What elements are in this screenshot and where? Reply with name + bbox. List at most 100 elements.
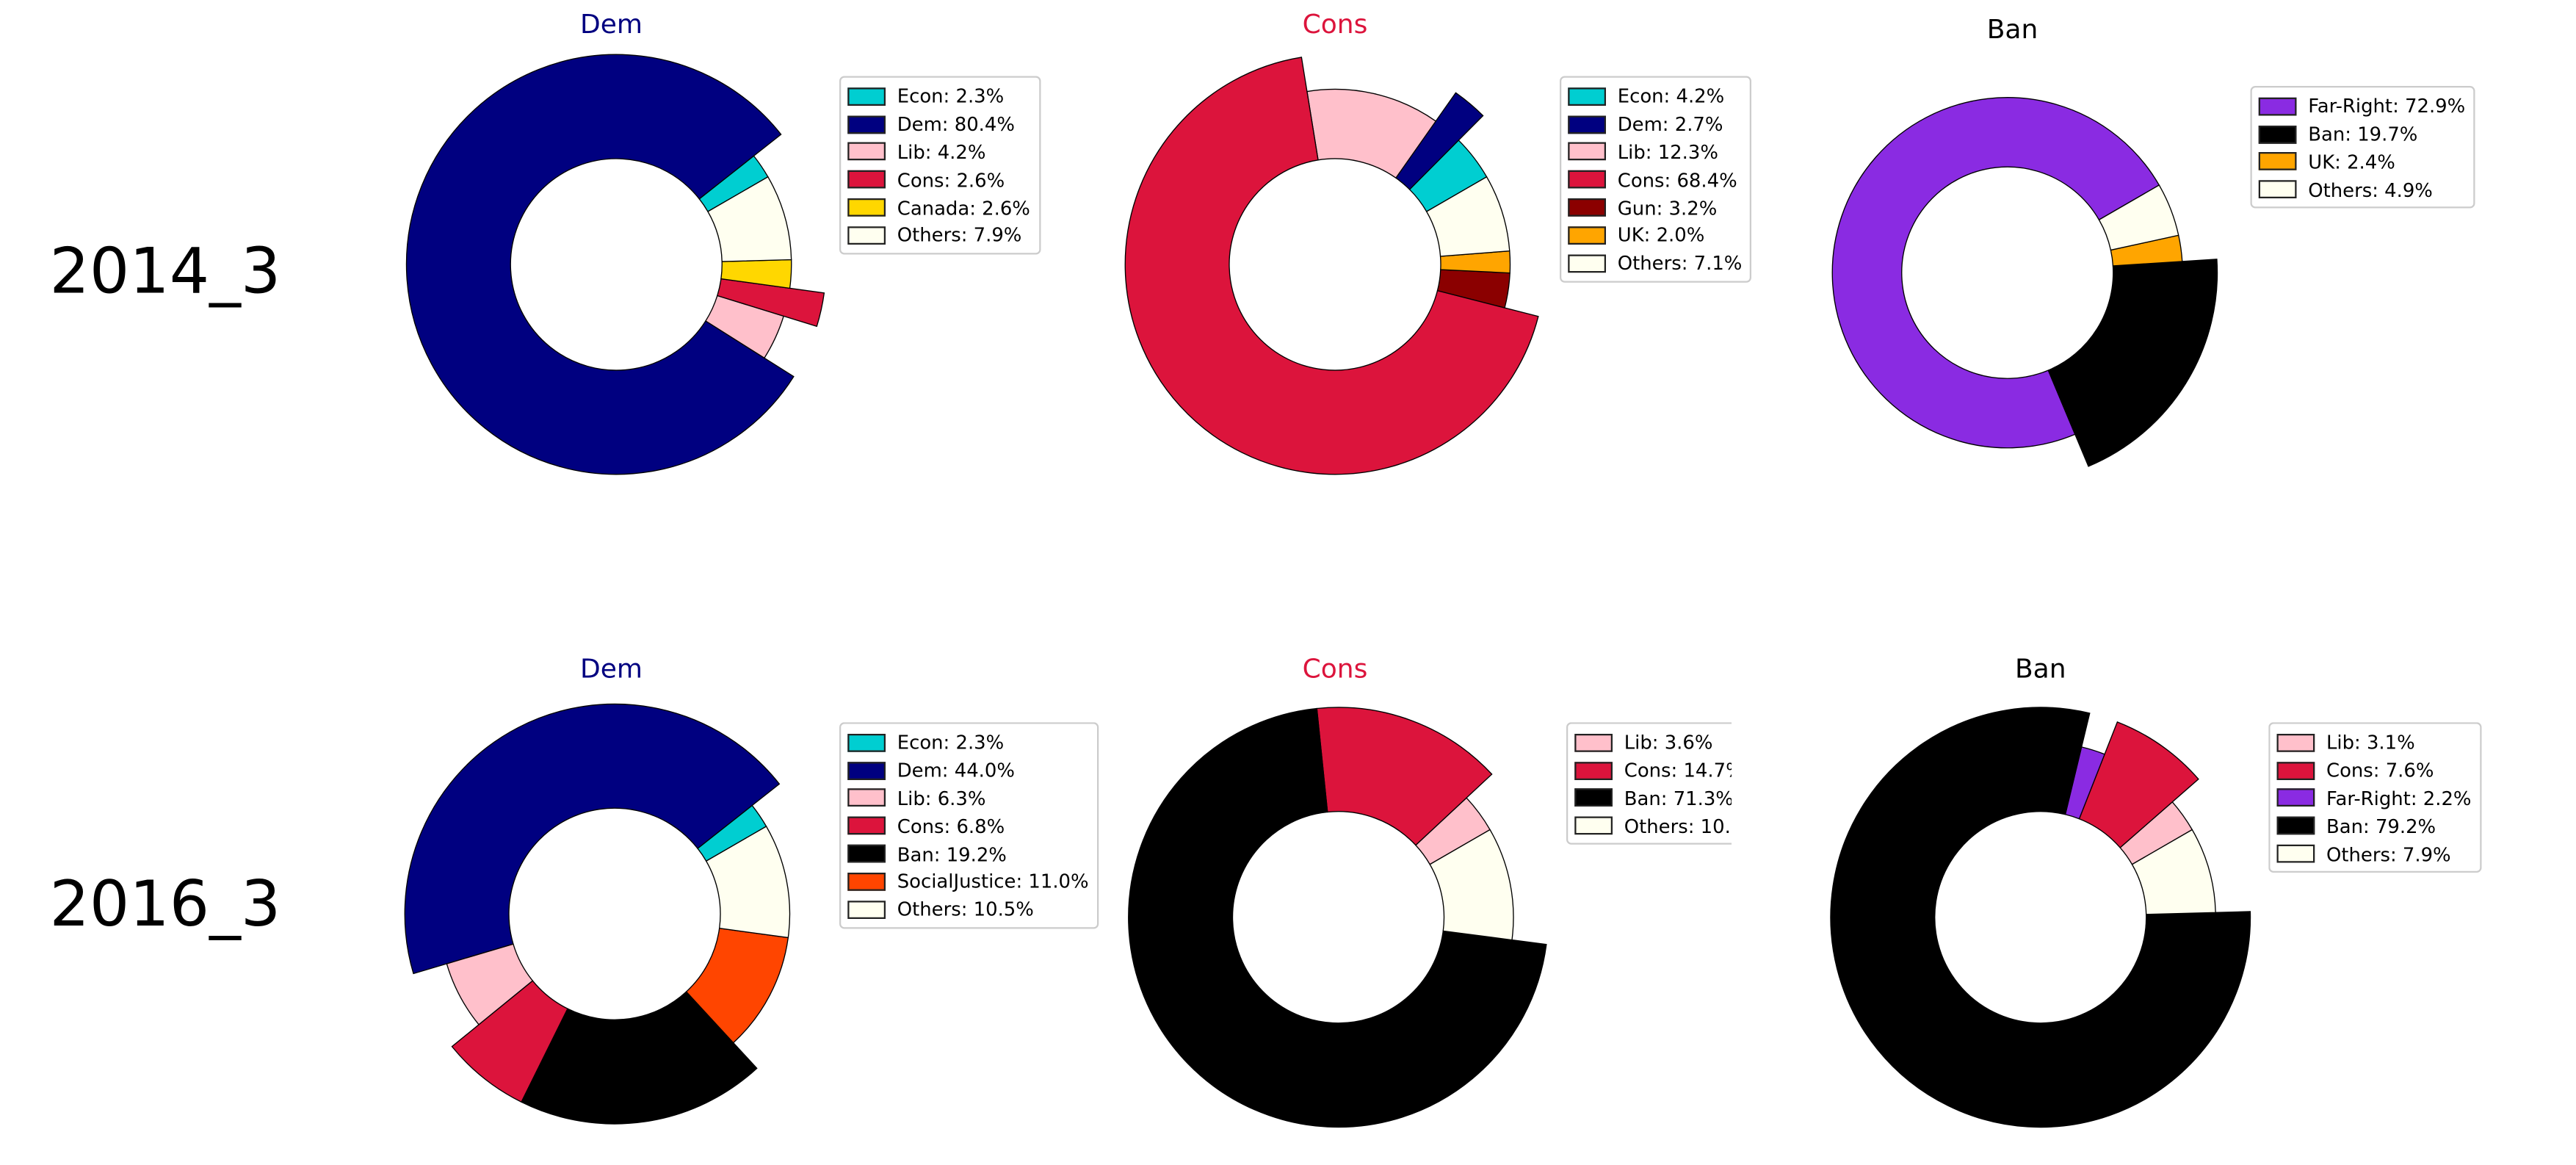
legend-item: Cons: 68.4% (1568, 166, 1742, 194)
legend-swatch (847, 143, 886, 162)
legend-swatch (847, 817, 886, 835)
legend-label: Cons: 68.4% (1618, 168, 1737, 192)
legend-label: Others: 7.1% (1618, 251, 1743, 275)
legend-swatch (1568, 170, 1606, 189)
legend-item: Ban: 19.7% (2259, 120, 2465, 148)
legend-item: Lib: 6.3% (847, 785, 1088, 812)
donut-chart-ban-2016-3 (1792, 669, 2288, 1165)
legend-item: Lib: 4.2% (847, 138, 1030, 166)
legend-label: Lib: 3.1% (2326, 731, 2415, 754)
legend-label: Gun: 3.2% (1618, 196, 1718, 220)
donut-chart-cons-2016-3 (1090, 669, 1586, 1165)
legend-swatch (1568, 254, 1606, 273)
legend-item: Ban: 19.2% (847, 840, 1088, 868)
legend-swatch (1574, 734, 1613, 752)
legend-label: Others: 10.5% (897, 898, 1034, 921)
legend-label: Dem: 80.4% (897, 112, 1015, 136)
legend-swatch (2277, 762, 2315, 780)
legend-label: Econ: 2.3% (897, 85, 1005, 109)
donut-chart-cons-2014-3 (1088, 17, 1583, 513)
legend-swatch (847, 198, 886, 217)
legend-item: Others: 10.5% (847, 895, 1088, 923)
legend-swatch (1568, 115, 1606, 134)
legend-swatch (1568, 198, 1606, 217)
legend-swatch (847, 115, 886, 134)
legend-item: Dem: 80.4% (847, 110, 1030, 138)
legend-item: UK: 2.4% (2259, 148, 2465, 176)
legend-swatch (2259, 125, 2297, 143)
legend-label: Others: 7.9% (2326, 843, 2451, 866)
legend-swatch (847, 762, 886, 780)
legend-cons-2016-3: Lib: 3.6% Cons: 14.7% Ban: 71.3% Others: 10… (1566, 722, 1732, 845)
legend-swatch (847, 226, 886, 245)
legend-item: Cons: 7.6% (2277, 757, 2472, 785)
legend-swatch (847, 873, 886, 891)
legend-label: Others: 10.4% (1624, 815, 1732, 838)
legend-swatch (2277, 817, 2315, 835)
legend-item: Cons: 2.6% (847, 166, 1030, 194)
legend-label: Econ: 4.2% (1618, 85, 1725, 109)
legend-label: UK: 2.0% (1618, 224, 1705, 248)
legend-item: Dem: 2.7% (1568, 110, 1742, 138)
legend-item: UK: 2.0% (1568, 221, 1742, 249)
legend-label: Ban: 79.2% (2326, 815, 2436, 838)
legend-item: Lib: 3.1% (2277, 729, 2472, 757)
legend-swatch (847, 845, 886, 863)
legend-cons-2014-3: Econ: 4.2% Dem: 2.7% Lib: 12.3% Cons: 68.4%… (1560, 76, 1752, 282)
legend-label: Ban: 19.2% (897, 843, 1007, 866)
legend-item: Far-Right: 2.2% (2277, 785, 2472, 812)
legend-label: Lib: 12.3% (1618, 140, 1718, 164)
legend-label: Canada: 2.6% (897, 196, 1030, 220)
legend-label: Dem: 44.0% (897, 759, 1015, 782)
legend-swatch (1574, 817, 1613, 835)
legend-item: Others: 7.1% (1568, 249, 1742, 277)
row-label-2014: 2014_3 (50, 235, 281, 308)
legend-label: Dem: 2.7% (1618, 112, 1723, 136)
legend-item: Econ: 2.3% (847, 729, 1088, 757)
legend-swatch (1574, 789, 1613, 807)
legend-swatch (1574, 762, 1613, 780)
legend-label: Others: 4.9% (2308, 178, 2433, 202)
legend-label: SocialJustice: 11.0% (897, 870, 1089, 893)
legend-label: Ban: 19.7% (2308, 123, 2417, 146)
legend-label: Econ: 2.3% (897, 731, 1005, 754)
legend-label: Far-Right: 72.9% (2308, 95, 2465, 118)
legend-item: Ban: 71.3% (1574, 785, 1732, 812)
legend-item: Econ: 4.2% (1568, 83, 1742, 111)
donut-chart-ban-2014-3 (1759, 25, 2255, 521)
legend-item: Dem: 44.0% (847, 757, 1088, 785)
legend-swatch (2277, 789, 2315, 807)
legend-container: Far-Right: 72.9% Ban: 19.7%UK: 2.4%Others… (2251, 86, 2576, 317)
legend-item: Far-Right: 72.9% (2259, 93, 2465, 120)
legend-swatch (847, 734, 886, 752)
legend-item: Cons: 6.8% (847, 812, 1088, 840)
legend-item: Lib: 12.3% (1568, 138, 1742, 166)
legend-item: Lib: 3.6% (1574, 729, 1732, 757)
donut-chart-dem-2016-3 (367, 666, 863, 1162)
legend-swatch (847, 789, 886, 807)
legend-item: Canada: 2.6% (847, 194, 1030, 222)
legend-swatch (2259, 98, 2297, 116)
legend-ban-2016-3: Lib: 3.1% Cons: 7.6% Far-Right: 2.2% Ban: 7… (2268, 722, 2481, 873)
legend-item: Ban: 79.2% (2277, 812, 2472, 840)
legend-item: Econ: 2.3% (847, 83, 1030, 111)
legend-label: Lib: 6.3% (897, 787, 986, 810)
legend-label: Far-Right: 2.2% (2326, 787, 2472, 810)
legend-label: Cons: 6.8% (897, 815, 1005, 838)
legend-swatch (2277, 734, 2315, 752)
legend-item: Others: 4.9% (2259, 176, 2465, 203)
legend-label: Lib: 4.2% (897, 140, 986, 164)
legend-container: Lib: 3.1% Cons: 7.6% Far-Right: 2.2% Ban: 7… (2268, 722, 2576, 953)
legend-item: Others: 7.9% (2277, 840, 2472, 868)
legend-label: Others: 7.9% (897, 224, 1022, 248)
legend-label: Cons: 14.7% (1624, 759, 1732, 782)
legend-dem-2016-3: Econ: 2.3% Dem: 44.0% Lib: 6.3% Cons: 6.8% B… (839, 722, 1099, 928)
legend-dem-2014-3: Econ: 2.3% Dem: 80.4% Lib: 4.2%Cons: 2.6%C… (839, 76, 1040, 255)
legend-swatch (1568, 226, 1606, 245)
legend-swatch (847, 901, 886, 919)
donut-chart-dem-2014-3 (369, 17, 864, 513)
legend-ban-2014-3: Far-Right: 72.9% Ban: 19.7%UK: 2.4%Others… (2251, 86, 2475, 209)
legend-label: Lib: 3.6% (1624, 731, 1713, 754)
legend-label: Cons: 7.6% (2326, 759, 2434, 782)
